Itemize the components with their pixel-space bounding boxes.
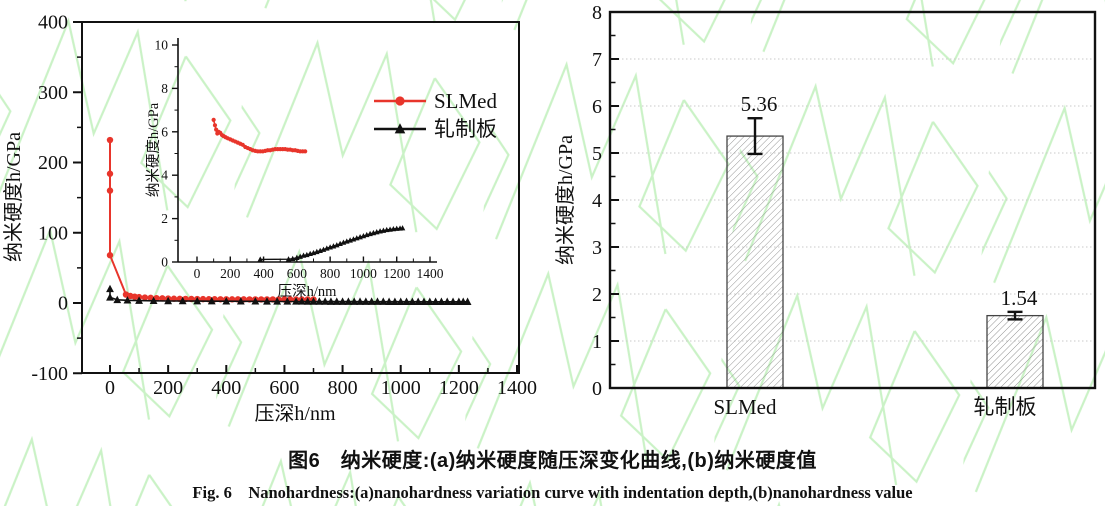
- svg-text:轧制板: 轧制板: [974, 395, 1037, 419]
- svg-text:SLMed: SLMed: [434, 89, 498, 113]
- svg-text:5.36: 5.36: [741, 92, 778, 116]
- svg-text:300: 300: [38, 82, 68, 104]
- svg-text:200: 200: [38, 152, 68, 174]
- svg-text:纳米硬度h/GPa: 纳米硬度h/GPa: [2, 132, 25, 262]
- svg-text:200: 200: [220, 266, 241, 281]
- series-slmed-main: [106, 136, 317, 303]
- svg-text:0: 0: [194, 266, 201, 281]
- svg-text:100: 100: [38, 222, 68, 244]
- legend: SLMed 轧制板: [374, 89, 498, 141]
- series-rolled-inset: [257, 225, 406, 262]
- svg-text:1200: 1200: [439, 377, 479, 399]
- svg-text:1400: 1400: [417, 266, 444, 281]
- svg-text:压深h/nm: 压深h/nm: [254, 402, 336, 425]
- svg-text:5: 5: [592, 143, 602, 165]
- svg-text:1.54: 1.54: [1001, 286, 1038, 310]
- svg-text:600: 600: [269, 377, 299, 399]
- bar-SLMed: 5.36 SLMed: [714, 92, 784, 419]
- svg-text:800: 800: [328, 377, 358, 399]
- inset-chart: 0 2 4 6 8 10 0 200 400 600 800 1000 1200 1400 压深h/nm 纳米…: [145, 38, 444, 301]
- figure-caption: 图6 纳米硬度:(a)纳米硬度随压深变化曲线,(b)纳米硬度值 Fig. 6 N…: [0, 440, 1105, 503]
- svg-text:1: 1: [592, 331, 602, 353]
- svg-text:4: 4: [592, 190, 602, 212]
- svg-text:压深h/nm: 压深h/nm: [278, 283, 338, 300]
- svg-text:0: 0: [58, 293, 68, 315]
- svg-text:8: 8: [161, 81, 168, 96]
- caption-line-zh: 图6 纳米硬度:(a)纳米硬度随压深变化曲线,(b)纳米硬度值: [288, 450, 817, 472]
- svg-text:400: 400: [253, 266, 274, 281]
- svg-text:SLMed: SLMed: [714, 395, 778, 419]
- svg-text:1000: 1000: [381, 377, 421, 399]
- svg-text:-100: -100: [31, 363, 68, 385]
- svg-text:纳米硬度h/GPa: 纳米硬度h/GPa: [555, 135, 577, 265]
- svg-text:400: 400: [38, 12, 68, 34]
- svg-text:10: 10: [155, 38, 169, 53]
- series-rolled-main: [106, 284, 472, 306]
- svg-text:6: 6: [592, 96, 602, 118]
- svg-text:2: 2: [592, 284, 602, 306]
- svg-text:纳米硬度h/GPa: 纳米硬度h/GPa: [145, 102, 162, 197]
- svg-text:0: 0: [105, 377, 115, 399]
- svg-text:6: 6: [161, 124, 168, 139]
- svg-text:8: 8: [592, 2, 602, 24]
- svg-text:200: 200: [153, 377, 183, 399]
- svg-text:1400: 1400: [497, 377, 537, 399]
- svg-text:600: 600: [287, 266, 308, 281]
- svg-text:轧制板: 轧制板: [434, 117, 497, 141]
- svg-text:3: 3: [592, 237, 602, 259]
- bar-chart-panel-b: 5.36 SLMed 1.54 轧制板 0 1 2 3 4 5 6 7 8 纳米硬度h/GPa: [555, 2, 1097, 419]
- svg-text:4: 4: [161, 168, 168, 183]
- bar-轧制板: 1.54 轧制板: [974, 286, 1044, 419]
- svg-text:0: 0: [592, 378, 602, 400]
- svg-text:400: 400: [211, 377, 241, 399]
- svg-text:2: 2: [161, 211, 168, 226]
- svg-text:0: 0: [161, 255, 168, 270]
- svg-text:800: 800: [320, 266, 341, 281]
- series-slmed-inset: [211, 117, 308, 154]
- svg-text:7: 7: [592, 49, 602, 71]
- caption-line-en: Fig. 6 Nanohardness:(a)nanohardness vari…: [192, 483, 913, 502]
- svg-text:1000: 1000: [350, 266, 377, 281]
- svg-text:1200: 1200: [383, 266, 410, 281]
